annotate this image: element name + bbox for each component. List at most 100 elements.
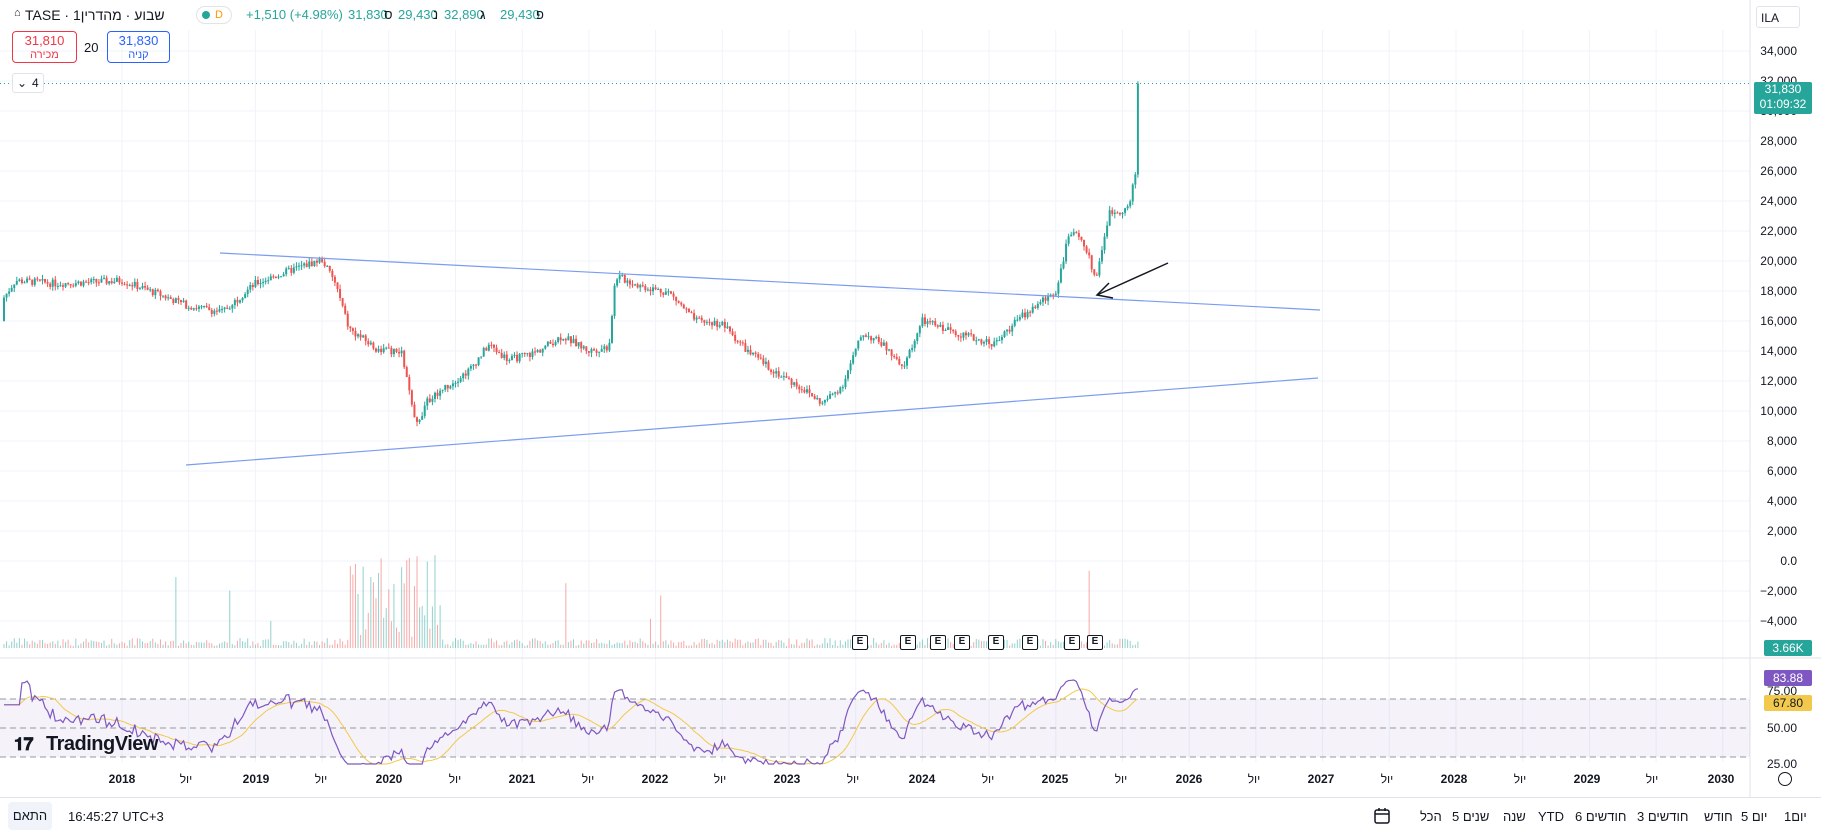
candle-body xyxy=(569,336,572,344)
candle-body xyxy=(818,398,821,404)
candle-body xyxy=(287,267,290,269)
candle-body xyxy=(918,326,921,334)
candle-body xyxy=(285,268,288,275)
candle-body xyxy=(1106,225,1109,237)
candle-body xyxy=(108,281,111,284)
candle-body xyxy=(367,341,370,345)
candle-body xyxy=(100,278,103,283)
candle-body xyxy=(711,322,714,326)
range-1y[interactable]: שנה xyxy=(1503,809,1526,824)
candle-body xyxy=(580,342,583,349)
candle-body xyxy=(788,377,790,379)
candle-body xyxy=(685,308,688,310)
candle-body xyxy=(418,419,421,422)
candle-body xyxy=(154,289,157,296)
candle-body xyxy=(241,298,244,301)
rsi-ma-line xyxy=(3,688,1139,765)
candle-body xyxy=(708,321,711,323)
candle-body xyxy=(387,347,390,349)
candle-body xyxy=(521,353,524,355)
candle-body xyxy=(159,291,162,297)
range-1d[interactable]: יום1 xyxy=(1784,809,1807,824)
candle-body xyxy=(1057,282,1060,294)
earnings-icon[interactable]: E xyxy=(954,635,970,650)
candle-body xyxy=(1059,268,1062,283)
earnings-icon[interactable]: E xyxy=(1064,635,1080,650)
candle-body xyxy=(798,386,801,390)
candle-body xyxy=(941,324,944,331)
earnings-icon[interactable]: E xyxy=(1022,635,1038,650)
candle-body xyxy=(341,298,344,306)
candle-body xyxy=(405,367,408,378)
candle-body xyxy=(911,347,914,350)
timezone-clock[interactable]: 16:45:27 UTC+3 xyxy=(68,809,164,824)
price-scale-label: 22,000 xyxy=(1760,224,1797,238)
buy-label: קניה xyxy=(128,49,149,61)
candle-body xyxy=(534,351,537,353)
earnings-icon[interactable]: E xyxy=(1087,635,1103,650)
earnings-icon[interactable]: E xyxy=(852,635,868,650)
candle-body xyxy=(172,299,175,304)
candle-body xyxy=(998,340,1001,342)
earnings-icon[interactable]: E xyxy=(988,635,1004,650)
range-5y[interactable]: 5 שנים xyxy=(1452,809,1490,824)
candle-body xyxy=(1126,206,1129,209)
candle-body xyxy=(31,279,34,285)
candle-body xyxy=(703,320,706,323)
candle-body xyxy=(1031,306,1034,313)
candle-body xyxy=(79,281,82,286)
candle-body xyxy=(1116,212,1119,214)
range-ytd[interactable]: YTD xyxy=(1538,809,1564,824)
candle-body xyxy=(882,342,885,346)
candle-body xyxy=(174,298,177,304)
market-status-pill[interactable]: D xyxy=(196,6,232,24)
candle-body xyxy=(844,378,847,388)
candle-body xyxy=(900,364,903,366)
candle-body xyxy=(864,335,867,337)
earnings-icon[interactable]: E xyxy=(930,635,946,650)
adjust-button[interactable]: התאם xyxy=(8,802,52,830)
candle-body xyxy=(680,302,683,305)
candle-body xyxy=(164,295,167,299)
time-axis-year: 2023 xyxy=(773,772,801,786)
tradingview-logo[interactable]: 𝟏𝟕 TradingView xyxy=(14,733,158,756)
price-scale-label: 28,000 xyxy=(1760,134,1797,148)
candle-body xyxy=(18,279,21,282)
candle-body xyxy=(757,354,760,358)
sell-button[interactable]: 31,810 מכירה xyxy=(12,31,77,63)
candle-body xyxy=(162,295,165,297)
candle-body xyxy=(233,300,236,306)
candle-body xyxy=(82,281,85,286)
range-1m[interactable]: חודש xyxy=(1704,809,1733,824)
range-all[interactable]: הכל xyxy=(1420,809,1442,824)
candle-body xyxy=(5,293,8,298)
candle-body xyxy=(816,398,819,400)
currency-button[interactable]: ILA xyxy=(1756,6,1800,28)
candle-body xyxy=(398,351,401,354)
candle-body xyxy=(26,278,29,283)
range-3m[interactable]: 3 חודשים xyxy=(1637,809,1689,824)
buy-button[interactable]: 31,830 קניה xyxy=(107,31,170,63)
candle-body xyxy=(1111,210,1114,214)
candle-body xyxy=(277,276,280,278)
candle-body xyxy=(839,387,842,394)
symbol-title[interactable]: TASE · 1שבוע · מהדרין xyxy=(25,7,165,23)
time-axis-month: יול xyxy=(846,772,860,786)
candle-body xyxy=(1036,303,1039,308)
open-value: 29,430 xyxy=(500,7,540,22)
axis-settings-icon[interactable] xyxy=(1778,772,1792,786)
candle-body xyxy=(662,292,665,295)
candle-body xyxy=(1088,252,1091,256)
candle-body xyxy=(595,350,598,353)
indicators-toggle[interactable]: ⌄ 4 xyxy=(12,73,44,93)
earnings-icon[interactable]: E xyxy=(900,635,916,650)
date-range-icon[interactable] xyxy=(1374,807,1392,825)
candle-body xyxy=(567,336,570,341)
range-5d[interactable]: 5 יום xyxy=(1741,809,1768,824)
candle-body xyxy=(280,276,283,278)
price-chart[interactable] xyxy=(0,0,1821,797)
candle-body xyxy=(921,317,924,327)
candle-body xyxy=(269,276,272,281)
candle-body xyxy=(336,282,339,289)
range-6m[interactable]: 6 חודשים xyxy=(1575,809,1627,824)
